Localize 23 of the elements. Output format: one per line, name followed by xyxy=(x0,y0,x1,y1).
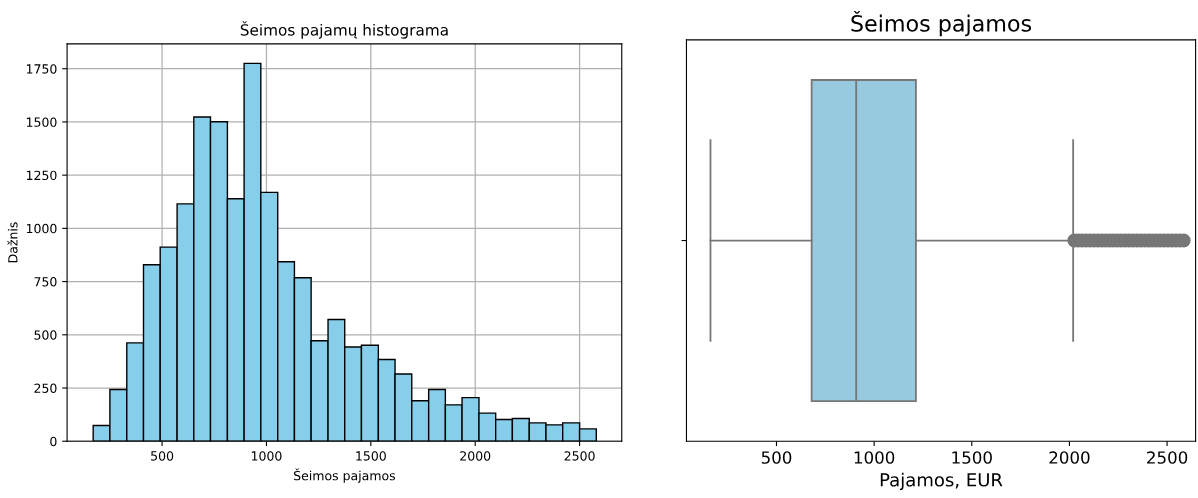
y-tick-label: 1750 xyxy=(26,64,57,74)
x-tick-label: 1500 xyxy=(952,451,992,464)
y-tick-label: 1000 xyxy=(26,223,57,234)
y-tick-label: 750 xyxy=(34,277,57,287)
x-tick-label: 500 xyxy=(151,451,174,461)
chart-title: Šeimos pajamų histograma xyxy=(240,21,448,39)
x-tick-label: 2500 xyxy=(564,451,595,461)
x-tick-label: 1000 xyxy=(854,451,895,464)
y-axis-title: Dažnis xyxy=(7,222,18,263)
x-axis-title: Pajamos, EUR xyxy=(880,472,1003,491)
x-tick-label: 2000 xyxy=(1049,451,1090,464)
y-tick-label: 500 xyxy=(34,330,57,340)
y-tick-label: 0 xyxy=(50,436,57,447)
x-tick-label: 2000 xyxy=(460,451,491,461)
x-tick-label: 1500 xyxy=(356,451,386,461)
y-tick-label: 1500 xyxy=(26,117,57,127)
x-tick-label: 1000 xyxy=(251,451,282,461)
x-tick-label: 500 xyxy=(761,451,792,464)
y-tick-label: 1250 xyxy=(26,170,57,181)
chart-title: Šeimos pajamos xyxy=(851,10,1032,37)
x-tick-label: 2500 xyxy=(1147,451,1188,464)
y-tick-label: 250 xyxy=(34,383,57,393)
x-axis-title: Šeimos pajamos xyxy=(294,468,396,483)
